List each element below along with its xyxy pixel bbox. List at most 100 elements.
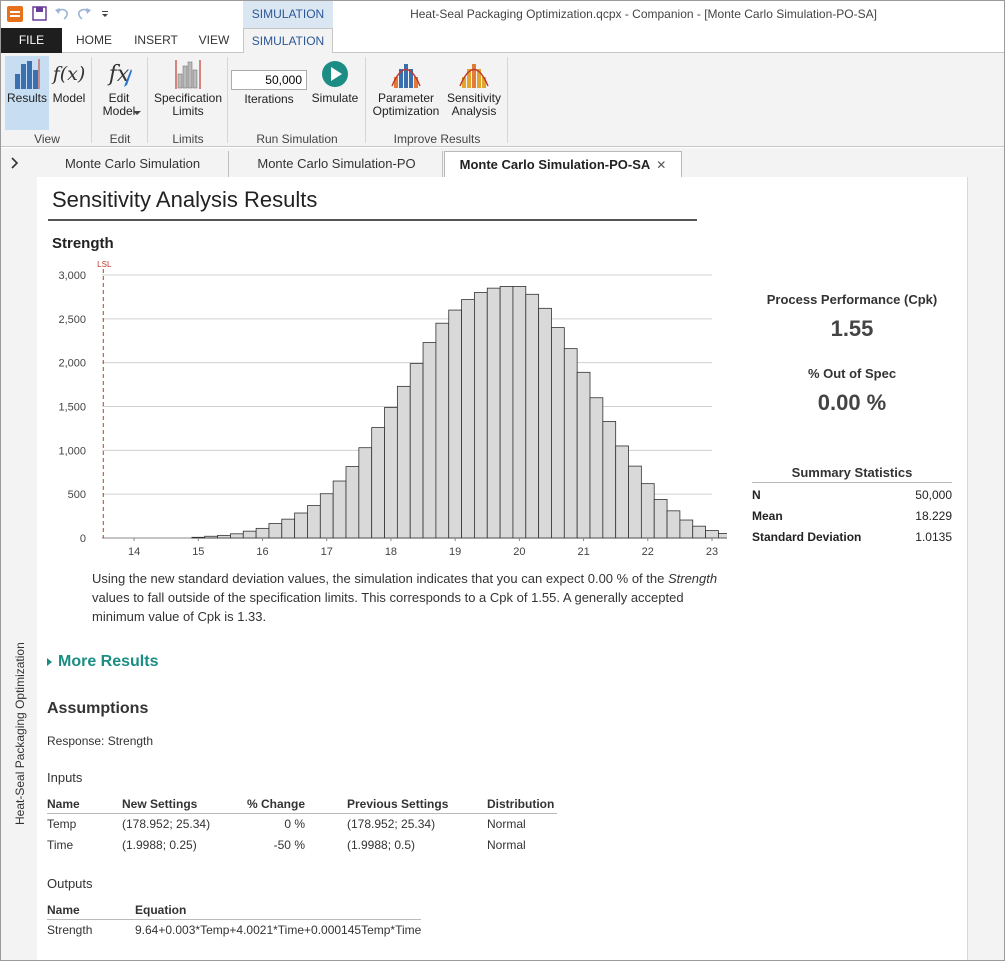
- histogram-bar: [653, 499, 668, 539]
- histogram-bar: [525, 293, 540, 539]
- histogram-bar: [576, 371, 591, 539]
- edit-model-button[interactable]: fx Edit Model: [95, 56, 143, 130]
- tab-view[interactable]: VIEW: [198, 33, 230, 47]
- y-tick-label: 1,000: [58, 445, 86, 457]
- ribbon-separator: [507, 57, 508, 143]
- x-tick-label: 14: [128, 546, 140, 558]
- table-cell: -50 %: [273, 837, 305, 852]
- x-tick-label: 18: [385, 546, 397, 558]
- ribbon-tabs: FILE HOME INSERT VIEW SIMULATION: [1, 28, 1004, 54]
- summary-value: 1.0135: [915, 530, 952, 544]
- table-cell: (178.952; 25.34): [122, 816, 211, 831]
- summary-key: N: [752, 488, 761, 502]
- chevron-down-icon: [133, 111, 141, 115]
- right-scroll-strip: [967, 177, 1004, 960]
- ribbon-separator: [91, 57, 92, 143]
- title-bar: SIMULATION Heat-Seal Packaging Optimizat…: [1, 1, 1004, 28]
- x-tick-label: 15: [192, 546, 204, 558]
- more-results-toggle[interactable]: More Results: [47, 653, 158, 671]
- tab-insert[interactable]: INSERT: [134, 33, 178, 47]
- ribbon-separator: [147, 57, 148, 143]
- doc-tab-monte-carlo-po-sa[interactable]: Monte Carlo Simulation-PO-SA ✕: [444, 151, 682, 177]
- histogram-bar: [628, 465, 642, 539]
- histogram-bar: [371, 427, 385, 539]
- histogram-bar: [268, 523, 283, 539]
- histogram-bar: [692, 525, 706, 539]
- results-button[interactable]: Results: [5, 56, 49, 130]
- model-button[interactable]: f(x) Model: [49, 56, 89, 130]
- doc-tab-monte-carlo-po[interactable]: Monte Carlo Simulation-PO: [231, 151, 443, 177]
- table-cell: Normal: [487, 837, 526, 852]
- app-logo-icon[interactable]: [7, 6, 23, 22]
- expand-nav-icon[interactable]: [11, 157, 19, 169]
- tab-file[interactable]: FILE: [1, 28, 62, 53]
- histogram-bar: [435, 322, 450, 539]
- ribbon: Results f(x) Model fx Edit Model: [1, 53, 1004, 147]
- histogram-bar: [422, 342, 437, 539]
- group-label-edit: Edit: [109, 132, 131, 146]
- table-header: New Settings: [122, 795, 247, 814]
- qat-customize-icon[interactable]: [100, 5, 110, 23]
- histogram-bar: [474, 292, 488, 539]
- parameter-optimization-button[interactable]: Parameter Optimization: [369, 56, 443, 130]
- undo-icon[interactable]: [54, 5, 70, 23]
- save-icon[interactable]: [32, 5, 48, 23]
- chart-title: Strength: [52, 235, 114, 252]
- table-cell: (178.952; 25.34): [347, 816, 436, 831]
- pencil-icon: [124, 69, 132, 87]
- window-title: Heat-Seal Packaging Optimization.qcpx - …: [410, 7, 877, 21]
- specification-limits-button[interactable]: Specification Limits: [151, 56, 225, 130]
- sensitivity-analysis-button[interactable]: Sensitivity Analysis: [445, 56, 503, 130]
- summary-row: Standard Deviation 1.0135: [752, 530, 952, 548]
- histogram-bar: [230, 533, 244, 539]
- table-header: % Change: [247, 795, 305, 814]
- spec-limits-label: Specification Limits: [153, 91, 223, 118]
- tab-home[interactable]: HOME: [76, 33, 112, 47]
- histogram-bar: [294, 512, 308, 539]
- simulate-label: Simulate: [311, 91, 359, 105]
- x-tick-label: 23: [706, 546, 718, 558]
- summary-row: Mean 18.229: [752, 509, 952, 527]
- redo-icon[interactable]: [76, 5, 92, 23]
- summary-row: N 50,000: [752, 488, 952, 506]
- lsl-label: LSL: [97, 260, 112, 269]
- histogram-chart: 0 500 1,000 1,500 2,000 2,500 3,000 14 15 16 17 18 1…: [58, 260, 727, 558]
- title-divider: [48, 219, 697, 221]
- histogram-bar: [319, 493, 334, 539]
- out-of-spec-value: 0.00 %: [817, 390, 887, 415]
- desc-part2: values to fall outside of the specificat…: [92, 590, 684, 624]
- histogram-bar: [679, 519, 694, 539]
- outputs-heading: Outputs: [47, 876, 93, 891]
- histogram-bar: [384, 406, 398, 539]
- histogram-bar: [358, 447, 373, 539]
- desc-part1: Using the new standard deviation values,…: [92, 571, 668, 586]
- cpk-value: 1.55: [830, 316, 874, 341]
- iterations-label: Iterations: [244, 92, 294, 106]
- table-cell: Strength: [47, 922, 93, 937]
- table-cell: 0 %: [284, 816, 305, 831]
- histogram-bar: [640, 483, 655, 539]
- x-tick-label: 21: [577, 546, 589, 558]
- histogram-bar: [242, 530, 257, 539]
- table-header: Equation: [135, 901, 422, 920]
- histogram-bar: [191, 536, 206, 539]
- group-label-improve: Improve Results: [393, 132, 481, 146]
- group-label-run: Run Simulation: [256, 132, 338, 146]
- navigator-label: Heat-Seal Packaging Optimization: [13, 642, 27, 825]
- y-tick-label: 3,000: [58, 270, 86, 282]
- y-tick-label: 2,000: [58, 358, 86, 370]
- simulate-button[interactable]: Simulate: [309, 56, 361, 130]
- table-header: Name: [47, 795, 122, 814]
- tab-simulation[interactable]: SIMULATION: [243, 28, 333, 54]
- summary-key: Mean: [752, 509, 783, 523]
- histogram-bar: [461, 299, 475, 539]
- context-tab-header: SIMULATION: [243, 1, 333, 28]
- close-tab-icon[interactable]: ✕: [656, 158, 667, 172]
- iterations-input[interactable]: [231, 70, 307, 90]
- doc-tab-monte-carlo[interactable]: Monte Carlo Simulation: [37, 151, 229, 177]
- histogram-bar: [396, 385, 411, 539]
- out-of-spec-label: % Out of Spec: [807, 366, 897, 381]
- histogram-bar: [615, 445, 629, 539]
- inputs-table: Name New Settings % Change Previous Sett…: [47, 795, 557, 855]
- navigator-strip[interactable]: Heat-Seal Packaging Optimization: [1, 177, 37, 960]
